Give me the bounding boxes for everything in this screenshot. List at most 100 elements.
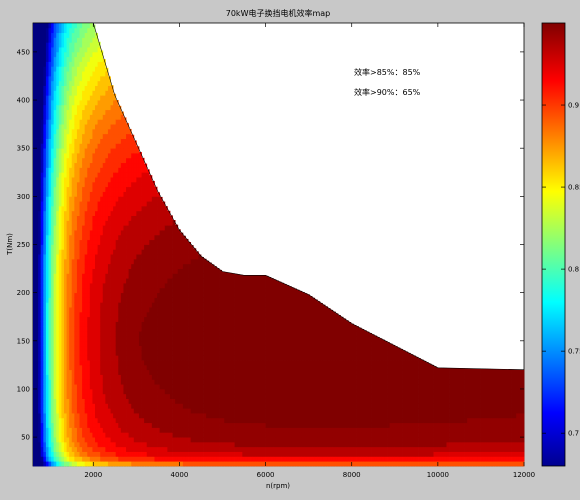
contour-cell: [95, 456, 98, 462]
contour-cell: [182, 350, 186, 356]
contour-cell: [35, 153, 39, 159]
contour-cell: [69, 23, 73, 29]
contour-cell: [107, 220, 111, 226]
contour-cell: [66, 321, 70, 327]
contour-cell: [71, 287, 75, 294]
contour-cell: [141, 461, 145, 467]
contour-cell: [133, 181, 137, 188]
contour-cell: [45, 393, 49, 399]
contour-cell: [172, 398, 176, 404]
contour-cell: [51, 234, 55, 241]
contour-cell: [107, 249, 111, 255]
contour-cell: [100, 100, 104, 106]
contour-cell: [182, 278, 186, 284]
contour-cell: [110, 128, 114, 135]
contour-cell: [141, 321, 145, 327]
contour-cell: [157, 350, 161, 356]
contour-cell: [113, 138, 117, 144]
contour-cell: [33, 273, 36, 279]
contour-cell: [76, 446, 80, 452]
contour-cell: [159, 331, 163, 337]
contour-cell: [110, 388, 114, 395]
contour-cell: [107, 408, 111, 414]
contour-cell: [71, 422, 75, 428]
contour-cell: [48, 456, 52, 462]
contour-cell: [58, 148, 62, 154]
contour-cell: [48, 446, 52, 452]
contour-cell: [115, 311, 119, 318]
contour-cell: [208, 331, 212, 337]
contour-cell: [51, 196, 55, 202]
contour-cell: [169, 220, 173, 226]
contour-cell: [208, 369, 212, 375]
contour-cell: [180, 232, 184, 236]
contour-cell: [53, 230, 57, 236]
contour-cell: [144, 215, 148, 221]
contour-cell: [87, 47, 91, 53]
contour-cell: [177, 307, 181, 313]
contour-cell: [33, 432, 36, 438]
contour-cell: [76, 27, 80, 34]
contour-cell: [120, 321, 124, 327]
contour-cell: [82, 230, 86, 236]
contour-cell: [33, 162, 36, 168]
contour-cell: [79, 311, 83, 318]
contour-cell: [102, 360, 106, 366]
contour-cell: [48, 220, 52, 226]
contour-cell: [35, 413, 39, 419]
contour-cell: [190, 384, 194, 390]
contour-cell: [38, 162, 42, 168]
contour-cell: [38, 364, 42, 371]
contour-cell: [102, 427, 106, 433]
contour-cell: [169, 273, 173, 279]
contour-cell: [45, 109, 49, 115]
contour-cell: [45, 128, 49, 135]
contour-cell: [149, 249, 153, 255]
contour-cell: [89, 364, 93, 371]
contour-cell: [193, 302, 197, 308]
contour-cell: [157, 355, 161, 361]
contour-cell: [35, 104, 39, 111]
contour-cell: [58, 186, 62, 192]
contour-cell: [131, 215, 135, 221]
contour-cell: [141, 311, 145, 318]
contour-cell: [136, 210, 140, 217]
contour-cell: [35, 47, 39, 53]
contour-cell: [35, 456, 39, 462]
contour-cell: [120, 138, 124, 144]
contour-cell: [61, 350, 65, 356]
contour-cell: [82, 321, 86, 327]
contour-cell: [154, 278, 158, 284]
contour-cell: [82, 403, 86, 409]
contour-cell: [97, 422, 101, 428]
contour-cell: [172, 239, 176, 245]
contour-cell: [33, 220, 36, 226]
contour-cell: [133, 258, 137, 265]
contour-cell: [45, 263, 49, 269]
contour-cell: [123, 441, 127, 448]
contour-cell: [110, 210, 114, 217]
contour-cell: [79, 66, 83, 72]
contour-cell: [69, 297, 73, 303]
contour-cell: [182, 441, 186, 448]
contour-cell: [149, 393, 153, 399]
contour-cell: [120, 393, 124, 399]
contour-cell: [79, 451, 83, 457]
contour-cell: [126, 133, 130, 139]
contour-cell: [102, 143, 106, 149]
contour-cell: [40, 451, 44, 457]
contour-cell: [203, 413, 207, 419]
contour-cell: [200, 273, 204, 279]
contour-cell: [149, 175, 153, 178]
contour-cell: [172, 446, 176, 452]
contour-cell: [115, 451, 119, 457]
contour-cell: [157, 393, 161, 399]
contour-cell: [35, 388, 39, 395]
contour-cell: [43, 292, 47, 298]
contour-cell: [193, 340, 197, 347]
contour-cell: [118, 422, 122, 428]
contour-cell: [128, 258, 132, 265]
contour-cell: [95, 403, 98, 409]
contour-cell: [64, 278, 67, 284]
contour-cell: [203, 331, 207, 337]
